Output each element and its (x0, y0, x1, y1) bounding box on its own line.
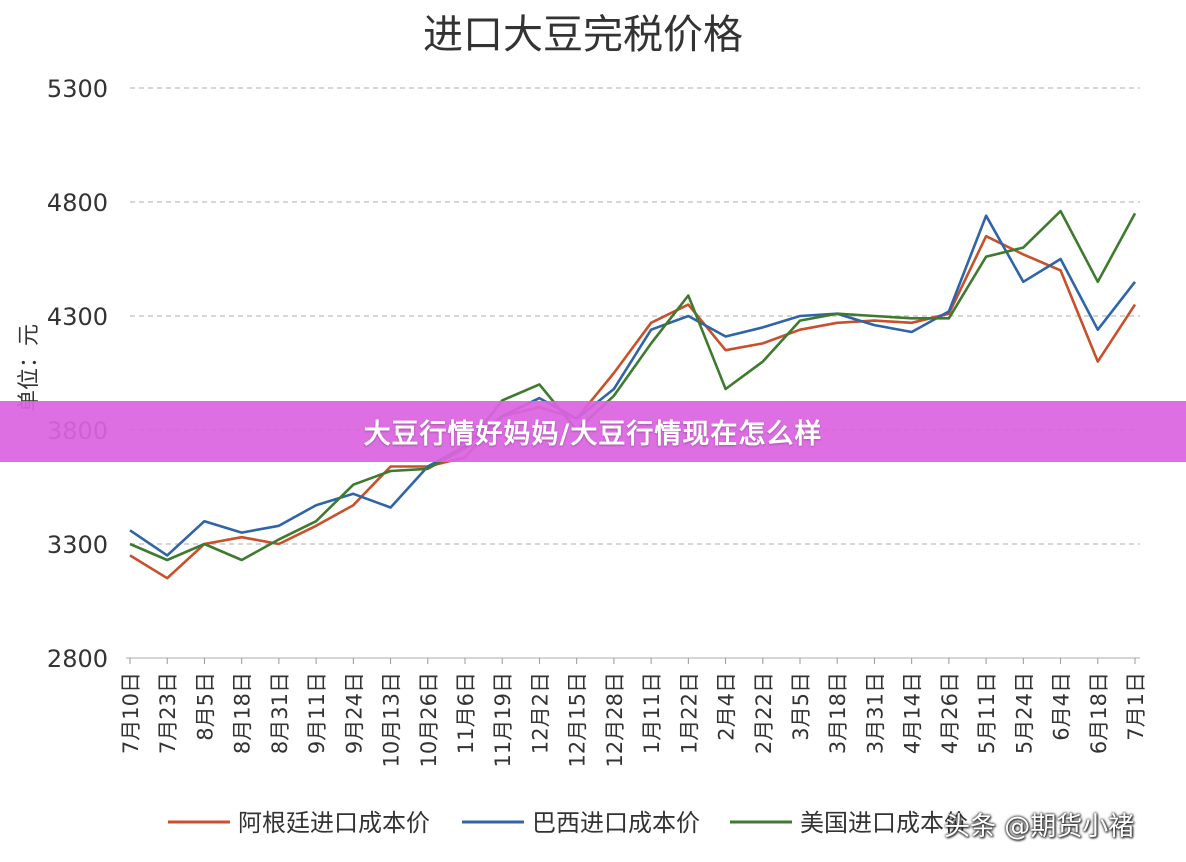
x-tick-label: 12月2日 (528, 672, 552, 754)
banner-title: 大豆行情好妈妈/大豆行情现在怎么样 (363, 419, 823, 450)
x-tick-label: 3月31日 (863, 672, 887, 754)
x-tick-label: 12月28日 (603, 672, 627, 767)
x-tick-label: 4月14日 (901, 672, 925, 754)
x-tick-label: 6月4日 (1050, 672, 1074, 741)
x-tick-label: 11月19日 (491, 672, 515, 767)
y-axis-label: 单位：元 (17, 324, 42, 412)
x-tick-label: 3月5日 (789, 672, 813, 741)
x-tick-label: 10月13日 (380, 672, 404, 767)
x-tick-label: 2月4日 (715, 672, 739, 741)
x-tick-label: 10月26日 (417, 672, 441, 767)
y-tick-label: 2800 (47, 645, 108, 673)
y-tick-label: 4300 (47, 303, 108, 331)
legend-label: 美国进口成本价 (800, 809, 968, 837)
x-tick-label: 12月15日 (566, 672, 590, 767)
x-tick-label: 8月31日 (268, 672, 292, 754)
chart-title: 进口大豆完税价格 (423, 12, 743, 58)
x-tick-label: 6月18日 (1087, 672, 1111, 754)
x-tick-label: 2月22日 (752, 672, 776, 754)
legend-label: 巴西进口成本价 (532, 809, 700, 837)
x-tick-label: 5月24日 (1012, 672, 1036, 754)
x-tick-label: 7月23日 (156, 672, 180, 754)
x-tick-label: 8月5日 (193, 672, 217, 741)
x-tick-label: 4月26日 (938, 672, 962, 754)
watermark-text: 头条 @期货小褚 (944, 812, 1135, 842)
x-tick-label: 9月24日 (342, 672, 366, 754)
series-line (129, 209, 1137, 562)
y-tick-label: 4800 (47, 189, 108, 217)
x-tick-label: 9月11日 (305, 672, 329, 754)
x-tick-label: 11月6日 (454, 672, 478, 754)
y-tick-label: 3300 (47, 531, 108, 559)
x-tick-label: 7月10日 (119, 672, 143, 754)
x-tick-label: 3月18日 (826, 672, 850, 754)
x-tick-label: 1月11日 (640, 672, 664, 754)
series-line (129, 214, 1137, 557)
promo-banner: 大豆行情好妈妈/大豆行情现在怎么样 (0, 401, 1186, 462)
legend-label: 阿根廷进口成本价 (238, 809, 430, 837)
series-line (129, 234, 1137, 580)
x-tick-label: 8月18日 (231, 672, 255, 754)
x-tick-label: 5月11日 (975, 672, 999, 754)
x-tick-label: 1月22日 (677, 672, 701, 754)
y-tick-label: 5300 (47, 75, 108, 103)
x-tick-label: 7月1日 (1124, 672, 1148, 741)
